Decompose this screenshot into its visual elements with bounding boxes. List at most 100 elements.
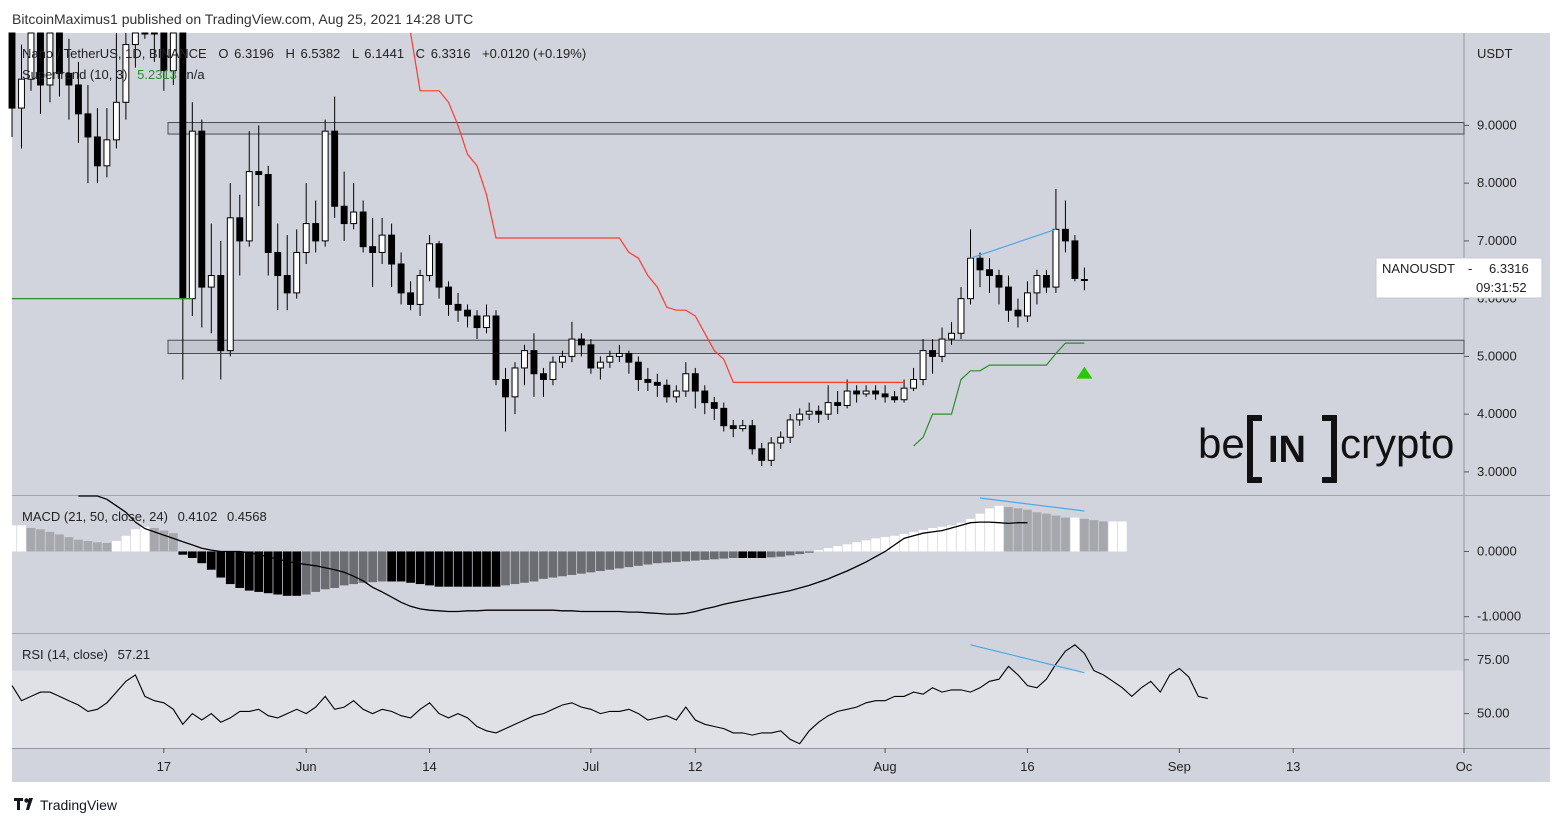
- candle-body: [312, 223, 320, 242]
- candle-body: [46, 32, 54, 86]
- candle-body: [426, 243, 434, 277]
- tradingview-logo-slash: [26, 798, 33, 810]
- candle-body: [815, 410, 823, 415]
- candle-body: [521, 350, 528, 369]
- macd-histogram-bar: [548, 551, 558, 578]
- macd-pane[interactable]: [12, 496, 1464, 633]
- candle-body: [1014, 309, 1022, 317]
- rsi-axis-tick-label: 50.00: [1477, 706, 1510, 721]
- candle-body: [1024, 292, 1031, 317]
- price-axis[interactable]: [1464, 33, 1550, 748]
- macd-histogram-bar: [197, 551, 207, 564]
- legend-supertrend-na: n/a: [187, 67, 206, 82]
- candle-body: [112, 101, 120, 141]
- legend-macd-line: MACD (21, 50, close, 24) 0.4102 0.4568: [22, 509, 267, 524]
- price-axis-unit-label: USDT: [1477, 46, 1512, 61]
- macd-histogram-bar: [472, 551, 482, 587]
- macd-histogram-bar: [633, 551, 643, 566]
- time-axis[interactable]: [12, 748, 1550, 782]
- time-axis-tick-label: Aug: [874, 759, 897, 774]
- supertrend-down-line: [410, 32, 905, 383]
- macd-histogram-bar: [671, 551, 681, 562]
- candle-body: [805, 410, 813, 415]
- candle-body: [739, 425, 747, 430]
- legend-macd-v1: 0.4102: [178, 509, 218, 524]
- candle-body: [710, 402, 718, 409]
- candle-body: [995, 275, 1003, 288]
- macd-histogram-bar: [928, 527, 937, 552]
- macd-histogram-bar: [491, 551, 501, 587]
- rsi-axis-tick-label: 75.00: [1477, 652, 1510, 667]
- candle-body: [283, 275, 291, 294]
- macd-histogram-bar: [510, 551, 520, 585]
- macd-histogram-bar: [74, 539, 83, 552]
- macd-histogram-bar: [728, 551, 738, 558]
- macd-histogram-bar: [842, 544, 852, 552]
- macd-histogram-bar: [994, 505, 1004, 552]
- candle-body: [653, 381, 661, 386]
- macd-histogram-bar: [966, 518, 975, 552]
- candle-body: [454, 303, 462, 311]
- macd-histogram-bar: [168, 533, 178, 552]
- macd-histogram-bar: [1013, 508, 1023, 552]
- candle-body: [957, 298, 965, 334]
- candle-body: [255, 171, 263, 175]
- price-pane[interactable]: [12, 33, 1464, 495]
- macd-histogram-bar: [615, 551, 624, 569]
- candle-body: [331, 130, 339, 207]
- tradingview-footer-brand: TradingView: [40, 797, 118, 813]
- macd-histogram-bar: [690, 551, 700, 561]
- price-axis-tick-label: 5.0000: [1477, 348, 1517, 363]
- time-axis-tick-label: Oc: [1456, 759, 1473, 774]
- legend-o-value: 6.3196: [234, 46, 274, 61]
- candle-body: [701, 390, 709, 404]
- macd-histogram-bar: [700, 551, 710, 560]
- logo-text-be: be: [1198, 420, 1245, 467]
- time-axis-tick-label: Jun: [296, 759, 317, 774]
- rsi-line: [11, 644, 1208, 745]
- macd-histogram-bar: [121, 535, 131, 552]
- candle-body: [435, 243, 443, 288]
- macd-histogram-bar: [1089, 520, 1099, 552]
- candle-body: [881, 393, 889, 398]
- candle-body: [56, 32, 63, 74]
- candle-body: [853, 390, 861, 395]
- candle-body: [226, 217, 234, 352]
- macd-histogram-bar: [206, 551, 216, 570]
- candle-body: [615, 353, 623, 357]
- macd-histogram-bar: [804, 551, 814, 553]
- time-axis-tick-label: Jul: [583, 759, 600, 774]
- macd-histogram-bar: [377, 551, 387, 582]
- candle-body: [198, 130, 206, 288]
- candle-body: [350, 211, 358, 225]
- macd-histogram-bar: [738, 551, 748, 558]
- candle-body: [103, 139, 111, 167]
- candle-body: [948, 332, 955, 340]
- candle-body: [207, 275, 215, 288]
- logo-bracket-right: [1322, 415, 1337, 483]
- candle-body: [65, 72, 73, 86]
- macd-histogram-bar: [444, 551, 453, 587]
- candle-body: [445, 286, 452, 305]
- macd-histogram-bar: [947, 525, 956, 552]
- logo-text-in: IN: [1268, 429, 1306, 471]
- macd-histogram-bar: [833, 546, 843, 552]
- macd-histogram-bar: [1032, 512, 1042, 552]
- tradingview-logo-dot: [24, 798, 29, 803]
- legend-symbol: Nano / TetherUS, 1D, BINANCE: [22, 46, 207, 61]
- price-axis-tick-label: 9.0000: [1477, 117, 1517, 132]
- macd-histogram-bar: [273, 551, 283, 595]
- legend-h-value: 6.5382: [301, 46, 341, 61]
- price-tag-value: 6.3316: [1489, 261, 1529, 276]
- macd-histogram-bar: [349, 551, 359, 585]
- candle-body: [264, 173, 272, 253]
- macd-histogram-bar: [415, 551, 425, 585]
- candle-body: [986, 269, 993, 277]
- candle-body: [919, 350, 927, 380]
- candle-body: [169, 32, 177, 72]
- macd-histogram-bar: [83, 541, 93, 552]
- price-tag-countdown: 09:31:52: [1476, 280, 1527, 295]
- macd-histogram-bar: [1108, 521, 1118, 552]
- macd-histogram-bar: [387, 551, 396, 582]
- macd-histogram-bar: [823, 548, 833, 552]
